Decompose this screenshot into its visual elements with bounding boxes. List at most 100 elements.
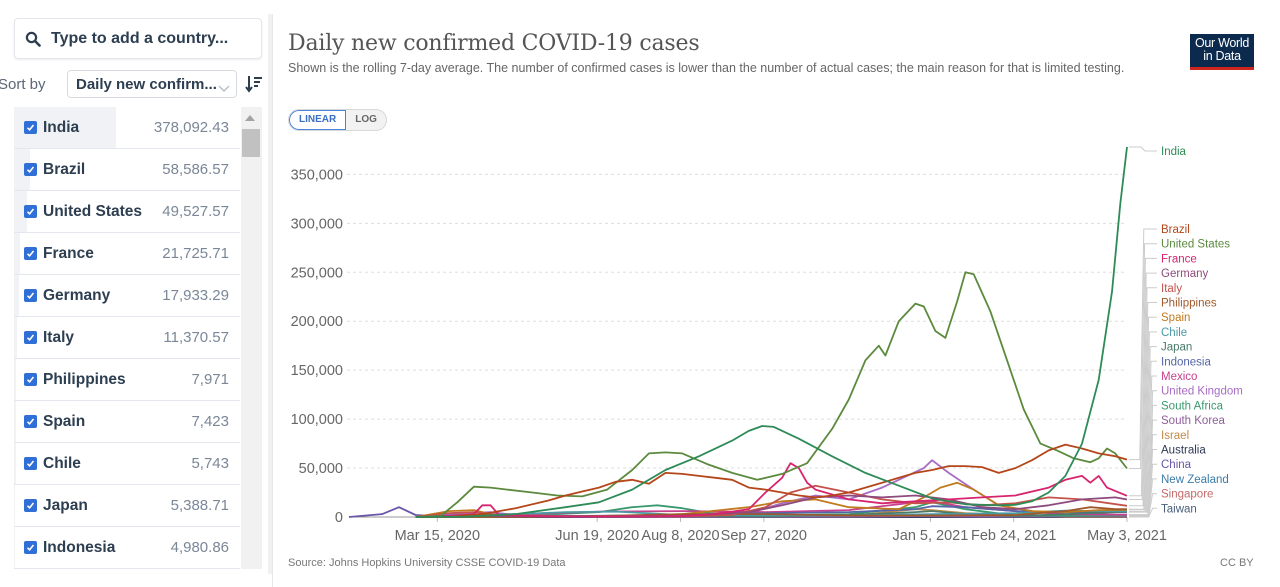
logo-line-1: Our World — [1194, 36, 1250, 50]
checkmark-icon — [26, 376, 35, 383]
country-list-scrollbar[interactable] — [241, 107, 262, 569]
legend-connector — [1129, 507, 1157, 518]
scale-linear-button[interactable]: LINEAR — [289, 110, 347, 130]
country-checkbox[interactable] — [24, 289, 37, 302]
country-value: 49,527.57 — [162, 203, 229, 220]
country-value: 7,423 — [191, 413, 229, 430]
y-tick-label: 300,000 — [291, 216, 343, 232]
country-row[interactable]: Philippines 7,971 — [14, 359, 240, 401]
country-name: Italy — [43, 328, 75, 346]
country-list: India 378,092.43 Brazil 58,586.57 United Sta… — [14, 107, 262, 569]
legend-label: France — [1161, 253, 1197, 265]
series-line-india — [415, 146, 1128, 518]
checkmark-icon — [26, 544, 35, 551]
country-row[interactable]: Germany 17,933.29 — [14, 275, 240, 317]
country-value: 5,388.71 — [170, 497, 229, 514]
scroll-up-arrow-icon[interactable] — [245, 115, 255, 121]
license-note[interactable]: CC BY — [1220, 557, 1254, 569]
country-row[interactable]: India 378,092.43 — [14, 107, 240, 149]
legend-connector — [1129, 360, 1157, 513]
country-checkbox[interactable] — [24, 331, 37, 344]
legend-label: China — [1161, 459, 1192, 471]
country-row[interactable]: Indonesia 4,980.86 — [14, 527, 240, 569]
country-value-bar — [14, 359, 17, 400]
y-tick-label: 250,000 — [291, 265, 343, 281]
country-search-box[interactable] — [14, 18, 262, 59]
checkmark-icon — [26, 502, 35, 509]
country-row[interactable]: Chile 5,743 — [14, 443, 240, 485]
x-tick-label: Jan 5, 2021 — [893, 528, 969, 544]
source-note[interactable]: Source: Johns Hopkins University CSSE CO… — [288, 557, 566, 569]
chart-panel: 0 50,000 100,000 150,000 200,000 250,000 300,0… — [272, 14, 1280, 587]
country-checkbox[interactable] — [24, 373, 37, 386]
country-checkbox[interactable] — [24, 247, 37, 260]
country-row[interactable]: Japan 5,388.71 — [14, 485, 240, 527]
country-row[interactable]: Italy 11,370.57 — [14, 317, 240, 359]
legend-connector — [1129, 272, 1157, 500]
country-value-bar — [14, 233, 20, 274]
checkmark-icon — [26, 124, 35, 131]
legend-label: South Africa — [1161, 400, 1224, 412]
x-tick-label: Sep 27, 2020 — [721, 528, 807, 544]
country-search-input[interactable] — [51, 29, 251, 48]
country-checkbox[interactable] — [24, 121, 37, 134]
checkmark-icon — [26, 334, 35, 341]
country-value: 21,725.71 — [162, 245, 229, 262]
country-value-bar — [14, 191, 28, 232]
country-value-bar — [14, 527, 16, 568]
chevron-down-icon — [218, 80, 230, 92]
country-value: 58,586.57 — [162, 161, 229, 178]
country-checkbox[interactable] — [24, 205, 37, 218]
country-row[interactable]: United States 49,527.57 — [14, 191, 240, 233]
legend-label: Spain — [1161, 312, 1190, 324]
y-tick-label: 150,000 — [291, 363, 343, 379]
sort-descending-icon[interactable] — [245, 74, 263, 94]
country-checkbox[interactable] — [24, 415, 37, 428]
legend-label: Italy — [1161, 283, 1182, 295]
owid-logo[interactable]: Our World in Data — [1190, 34, 1254, 70]
legend-connector — [1129, 257, 1157, 497]
country-value: 378,092.43 — [153, 119, 229, 136]
country-name: Japan — [43, 496, 88, 514]
sidebar-divider — [268, 14, 272, 574]
country-row[interactable]: France 21,725.71 — [14, 233, 240, 275]
sort-by-dropdown[interactable]: Daily new confirm... — [67, 70, 237, 98]
country-row[interactable]: Spain 7,423 — [14, 401, 240, 443]
scale-toggle: LINEAR LOG — [288, 109, 387, 131]
y-tick-label: 200,000 — [291, 314, 343, 330]
legend-connector — [1129, 287, 1157, 507]
legend-label: India — [1161, 146, 1187, 158]
y-tick-label: 50,000 — [299, 461, 343, 477]
legend-connector — [1129, 243, 1157, 469]
country-value-bar — [14, 317, 18, 358]
country-name: United States — [43, 202, 143, 220]
country-checkbox[interactable] — [24, 499, 37, 512]
search-icon — [25, 30, 43, 48]
country-name: Chile — [43, 454, 81, 472]
country-value-bar — [14, 275, 19, 316]
legend-label: Mexico — [1161, 371, 1197, 383]
country-value-bar — [14, 149, 30, 190]
y-tick-label: 100,000 — [291, 412, 343, 428]
country-value: 17,933.29 — [162, 287, 229, 304]
country-checkbox[interactable] — [24, 163, 37, 176]
legend-label: Israel — [1161, 430, 1189, 442]
x-tick-label: May 3, 2021 — [1087, 528, 1167, 544]
scale-log-button[interactable]: LOG — [355, 114, 377, 125]
x-tick-label: Feb 24, 2021 — [971, 528, 1056, 544]
country-checkbox[interactable] — [24, 457, 37, 470]
legend-label: New Zealand — [1161, 474, 1229, 486]
country-sidebar: Sort by Daily new confirm... India 378,09… — [0, 0, 268, 587]
scrollbar-thumb[interactable] — [242, 129, 260, 157]
legend-label: Australia — [1161, 445, 1206, 457]
legend-label: Indonesia — [1161, 356, 1211, 368]
checkmark-icon — [26, 166, 35, 173]
country-row[interactable]: Brazil 58,586.57 — [14, 149, 240, 191]
chart-title: Daily new confirmed COVID-19 cases — [288, 31, 700, 56]
country-checkbox[interactable] — [24, 541, 37, 554]
legend-label: Philippines — [1161, 298, 1217, 310]
legend-label: Germany — [1161, 268, 1209, 280]
x-tick-label: Jun 19, 2020 — [555, 528, 639, 544]
checkmark-icon — [26, 292, 35, 299]
